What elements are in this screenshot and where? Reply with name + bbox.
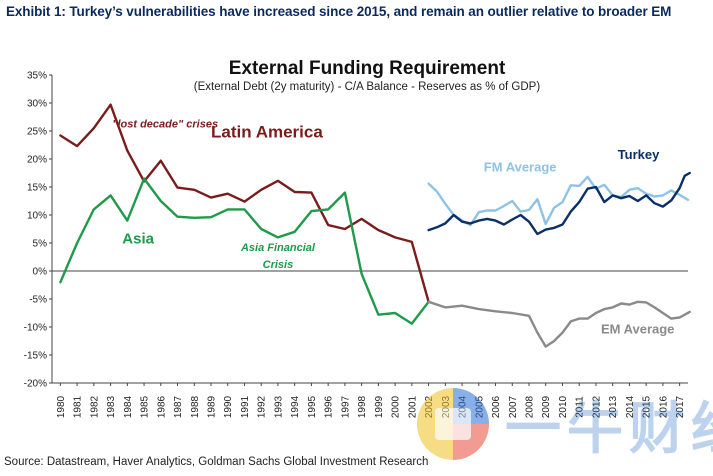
- x-tick-label: 1985: [140, 395, 151, 418]
- x-tick-label: 2001: [407, 395, 418, 418]
- x-tick-label: 1986: [156, 395, 167, 418]
- y-tick-label: 30%: [27, 99, 47, 110]
- x-tick-label: 1998: [357, 395, 368, 418]
- series-line-fm-average: [427, 175, 690, 227]
- x-tick-label: 1989: [207, 395, 218, 418]
- chart-subtitle: (External Debt (2y maturity) - C/A Balan…: [194, 81, 541, 93]
- y-tick-label: 5%: [33, 239, 48, 250]
- x-tick-label: 2006: [491, 395, 502, 418]
- x-tick-label: 2008: [525, 395, 536, 418]
- x-tick-label: 1980: [56, 395, 67, 418]
- x-tick-label: 2017: [675, 395, 686, 418]
- y-tick-label: -20%: [24, 379, 47, 390]
- x-tick-label: 1992: [257, 395, 268, 418]
- x-tick-label: 1996: [324, 395, 335, 418]
- x-tick-label: 1999: [374, 395, 385, 418]
- x-tick-label: 1988: [190, 395, 201, 418]
- annotation-label: Crisis: [263, 259, 294, 271]
- annotation-label: EM Average: [601, 322, 674, 337]
- y-tick-label: 10%: [27, 211, 47, 222]
- x-tick-label: 1983: [106, 395, 117, 418]
- y-tick-label: -5%: [29, 295, 47, 306]
- x-tick-label: 2007: [508, 395, 519, 418]
- x-tick-label: 1982: [89, 395, 100, 418]
- x-tick-label: 2011: [575, 396, 586, 418]
- annotation-label: Latin America: [211, 123, 323, 142]
- y-tick-label: 0%: [33, 267, 48, 278]
- x-tick-label: 2014: [625, 395, 636, 418]
- y-tick-label: -15%: [24, 351, 47, 362]
- series-line-asia: [59, 177, 430, 325]
- chart-title: External Funding Requirement: [229, 58, 506, 79]
- x-tick-label: 1984: [123, 395, 134, 418]
- series-line-turkey: [427, 171, 691, 236]
- y-tick-label: 20%: [27, 155, 47, 166]
- watermark-logo-icon: [417, 388, 489, 460]
- x-tick-label: 1991: [240, 395, 251, 418]
- y-tick-label: 25%: [27, 127, 47, 138]
- x-tick-label: 1990: [223, 395, 234, 418]
- y-axis: -20% -15% -10% -5% 0% 5% 10% 15% 20% 25% 30% 35%: [24, 71, 53, 390]
- x-tick-label: 1997: [340, 395, 351, 418]
- series-line-latin-america: [59, 103, 430, 303]
- annotation-label: Asia Financial: [240, 242, 316, 254]
- watermark: 一牛财经: [405, 378, 713, 470]
- y-tick-label: 15%: [27, 183, 47, 194]
- x-tick-label: 2000: [391, 395, 402, 418]
- annotation-label: Asia: [122, 231, 154, 248]
- series-group: [59, 103, 691, 348]
- annotations-group: Latin America Asia "lost decade" crises Asi…: [112, 119, 674, 337]
- x-tick-label: 2012: [591, 395, 602, 418]
- x-axis: 1980 1981 1982 1983 1984 1985 1986 1987 1988 1989…: [52, 270, 688, 418]
- x-tick-label: 1993: [273, 395, 284, 418]
- chart: External Funding Requirement (External D…: [24, 58, 691, 418]
- exhibit-title: Exhibit 1: Turkey’s vulnerabilities have…: [6, 4, 672, 19]
- x-tick-label: 2013: [608, 395, 619, 418]
- annotation-label: FM Average: [484, 159, 557, 174]
- x-tick-label: 2016: [658, 395, 669, 418]
- watermark-text: 一牛财经: [505, 397, 713, 462]
- series-line-em-average: [427, 300, 691, 348]
- x-tick-label: 2010: [558, 395, 569, 418]
- source-note: Source: Datastream, Haver Analytics, Gol…: [4, 456, 429, 468]
- annotation-label: Turkey: [618, 147, 660, 162]
- x-tick-label: 2009: [541, 395, 552, 418]
- x-tick-label: 1981: [73, 395, 84, 418]
- x-tick-label: 1994: [290, 395, 301, 418]
- x-tick-label: 2015: [642, 395, 653, 418]
- x-tick-label: 1987: [173, 395, 184, 418]
- x-tick-label: 1995: [307, 395, 318, 418]
- y-tick-label: 35%: [27, 71, 47, 82]
- annotation-label: "lost decade" crises: [112, 119, 218, 131]
- y-tick-label: -10%: [24, 323, 47, 334]
